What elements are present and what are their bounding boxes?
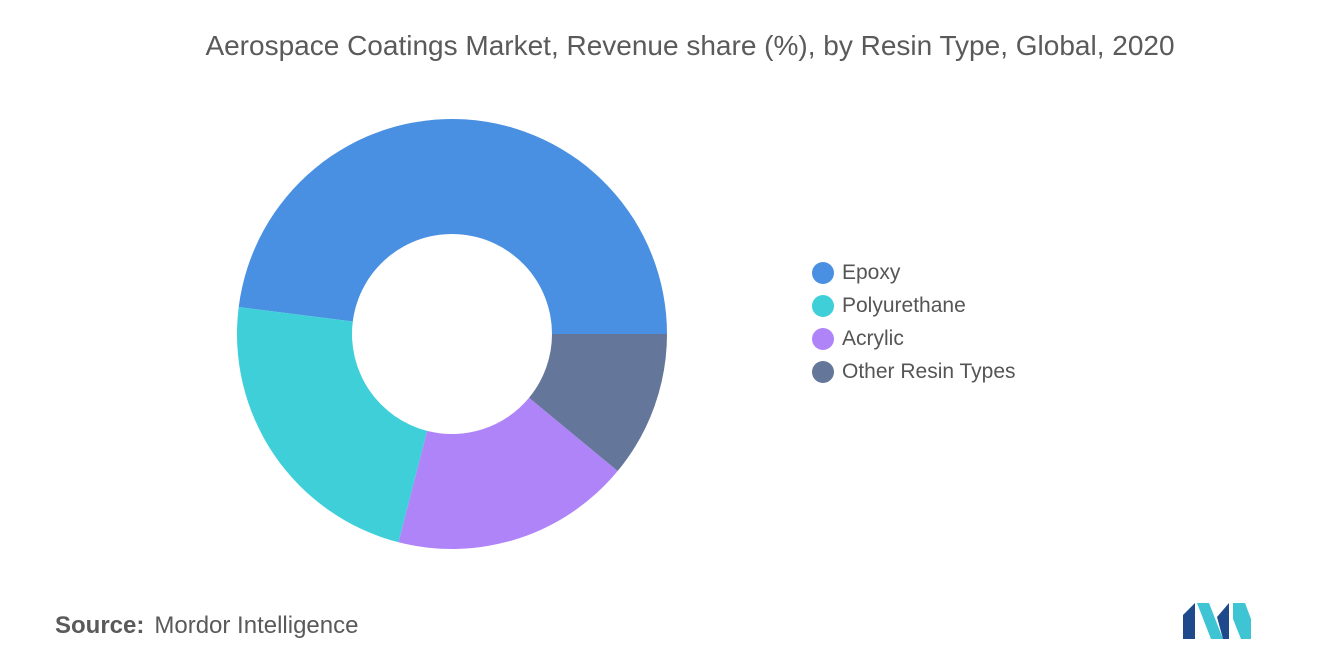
legend-item-acrylic[interactable]: Acrylic: [812, 322, 1016, 355]
donut-slice-polyurethane[interactable]: [237, 307, 428, 543]
legend-label-epoxy: Epoxy: [842, 260, 901, 284]
legend-item-epoxy[interactable]: Epoxy: [812, 256, 1016, 289]
logo-shape-1: [1183, 603, 1195, 639]
legend-label-polyurethane: Polyurethane: [842, 293, 966, 317]
legend-label-other-resin-types: Other Resin Types: [842, 359, 1016, 383]
legend-item-polyurethane[interactable]: Polyurethane: [812, 289, 1016, 322]
legend-item-other-resin-types[interactable]: Other Resin Types: [812, 355, 1016, 388]
source-text: Mordor Intelligence: [154, 612, 359, 639]
logo-shape-4: [1233, 603, 1251, 639]
legend-label-acrylic: Acrylic: [842, 326, 904, 350]
logo-shape-3: [1217, 603, 1229, 639]
logo-shape-2: [1197, 603, 1223, 639]
chart-legend: Epoxy Polyurethane Acrylic Other Resin T…: [812, 256, 1016, 388]
mordor-intelligence-logo-icon: [1183, 603, 1251, 639]
source-note: Source: Mordor Intelligence: [55, 612, 358, 640]
donut-slice-acrylic[interactable]: [398, 397, 618, 549]
legend-swatch-acrylic: [812, 327, 834, 350]
chart-title: Aerospace Coatings Market, Revenue share…: [205, 30, 1175, 61]
legend-swatch-other-resin-types: [812, 360, 834, 383]
donut-slice-other-resin-types[interactable]: [529, 334, 667, 472]
donut-slice-epoxy[interactable]: [238, 118, 667, 334]
source-label: Source:: [55, 612, 145, 639]
legend-swatch-epoxy: [812, 261, 834, 284]
legend-swatch-polyurethane: [812, 294, 834, 317]
